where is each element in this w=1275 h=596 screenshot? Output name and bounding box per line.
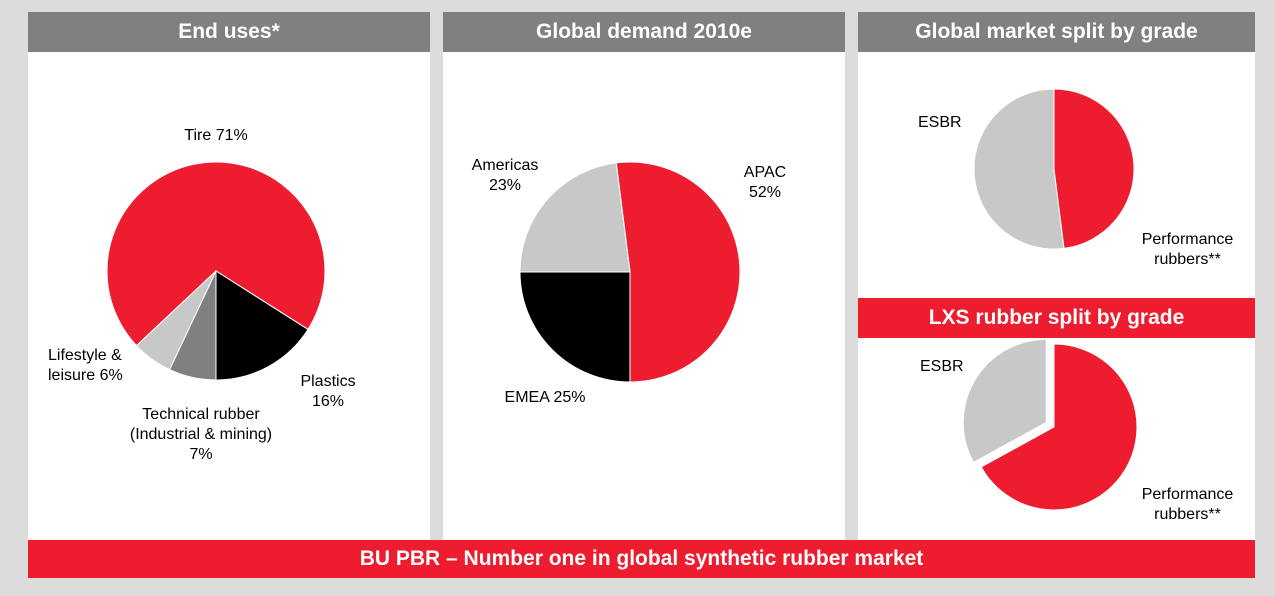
slice-label: Americas 23% (455, 156, 555, 196)
slice-label: Plastics 16% (278, 372, 378, 412)
slice-label: Performance rubbers** (1130, 485, 1245, 525)
slice-label: EMEA 25% (480, 388, 610, 408)
footer-banner: BU PBR – Number one in global synthetic … (28, 540, 1255, 578)
slice-label: Lifestyle & leisure 6% (48, 346, 144, 386)
panel-title: Global market split by grade (858, 12, 1255, 52)
slice-label: Technical rubber (Industrial & mining) 7% (113, 405, 289, 465)
pie-slice (980, 343, 1138, 511)
slice-label: APAC 52% (715, 163, 815, 203)
pie-slice (519, 271, 631, 383)
panel-title: LXS rubber split by grade (858, 298, 1255, 338)
value-label: 25% (553, 389, 586, 406)
value-label: 52% (748, 184, 782, 201)
category-label: Technical rubber (Industrial & mining) (129, 406, 273, 443)
panel-title: End uses* (28, 12, 430, 52)
category-label: Plastics (300, 373, 356, 390)
value-label: 16% (311, 393, 345, 410)
category-label: ESBR (920, 358, 964, 375)
pie-slice (519, 162, 631, 273)
pie-slice (135, 270, 217, 371)
slice-label: ESBR (920, 357, 980, 377)
category-label: Tire (184, 127, 212, 144)
value-label: 6% (99, 367, 123, 384)
pie-slice (106, 161, 326, 347)
category-label: Performance rubbers** (1141, 231, 1234, 268)
category-label: Lifestyle & leisure (48, 347, 122, 384)
value-label: 7% (189, 446, 213, 463)
pie-slice (973, 88, 1065, 250)
slice-label: ESBR (918, 113, 978, 133)
pie-slice (615, 161, 741, 383)
category-label: APAC (743, 164, 787, 181)
slice-label: Performance rubbers** (1130, 230, 1245, 270)
category-label: Americas (471, 157, 539, 174)
category-label: EMEA (504, 389, 549, 406)
pie-slice (1053, 88, 1135, 249)
pie-slice (215, 270, 309, 381)
category-label: ESBR (918, 114, 962, 131)
value-label: 23% (488, 177, 522, 194)
pie-slice (962, 338, 1047, 464)
category-label: Performance rubbers** (1141, 486, 1234, 523)
value-label: 71% (215, 127, 248, 144)
panel-title: Global demand 2010e (443, 12, 845, 52)
slice-label: Tire 71% (146, 126, 286, 146)
